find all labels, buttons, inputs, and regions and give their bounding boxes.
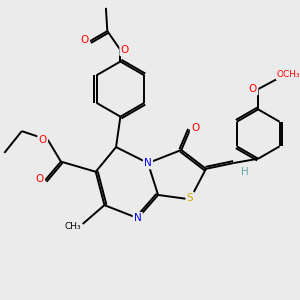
Text: O: O bbox=[191, 123, 200, 133]
Text: O: O bbox=[249, 84, 257, 94]
Text: H: H bbox=[241, 167, 248, 177]
Text: O: O bbox=[36, 174, 44, 184]
Text: CH₃: CH₃ bbox=[64, 222, 81, 231]
Text: O: O bbox=[121, 45, 129, 55]
Text: OCH₃: OCH₃ bbox=[277, 70, 300, 79]
Text: N: N bbox=[134, 213, 142, 223]
Text: S: S bbox=[187, 193, 193, 203]
Text: N: N bbox=[144, 158, 152, 168]
Text: O: O bbox=[81, 35, 89, 45]
Text: O: O bbox=[38, 135, 47, 145]
